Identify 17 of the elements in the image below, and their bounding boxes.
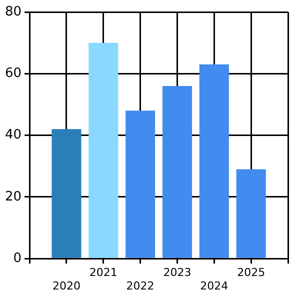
bar [52,129,82,258]
bar [199,64,229,258]
x-tick-label: 2025 [237,266,266,280]
y-tick-label: 40 [4,128,22,143]
y-tick-label: 60 [4,66,22,82]
x-tick-label: 2022 [126,279,154,292]
bar [126,110,156,258]
x-tick-label: 2021 [89,266,118,280]
bar [88,42,118,258]
bar [162,86,192,258]
x-tick-label: 2020 [52,279,80,292]
y-tick-label: 0 [13,250,22,266]
y-tick-label: 20 [4,189,22,204]
bar [236,169,266,258]
y-tick-label: 80 [4,4,22,20]
x-tick-label: 2024 [200,279,228,292]
x-tick-label: 2023 [163,266,192,280]
